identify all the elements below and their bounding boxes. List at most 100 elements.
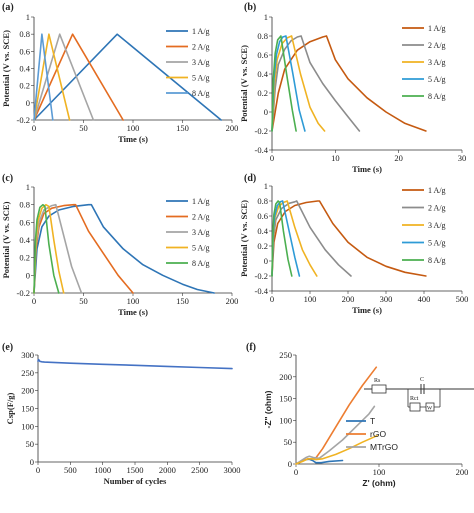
series-line-d-3 [271, 200, 301, 277]
legend-label: 2 A/g [192, 213, 210, 222]
axes-e [37, 355, 232, 463]
x-tick-label: 150 [176, 296, 189, 306]
y-tick-label: 150 [279, 394, 292, 404]
y-tick-label: 0.6 [19, 46, 30, 56]
y-tick-label: 0.2 [257, 241, 268, 251]
chart-panel-d: 0 100 200 300 400 500 -0.4 -0.2 0 0.2 0.4 0.6 0.8 1 Ti… [239, 181, 468, 315]
x-axis-label: Number of cycles [104, 476, 167, 486]
x-tick-label: 0 [270, 294, 274, 304]
legend-label: 2 A/g [192, 43, 210, 52]
panel-label-a: (a) [2, 2, 14, 13]
y-tick-label: 0 [30, 457, 34, 467]
x-tick-label: 100 [127, 296, 140, 306]
legend-label: 5 A/g [428, 239, 446, 248]
y-axis-label: Csp(F/g) [5, 393, 15, 425]
x-tick-label: 1500 [127, 465, 144, 475]
circuit-label-c: C [420, 377, 424, 383]
series-line-a-3 [33, 33, 71, 121]
x-tick-label: 3000 [224, 465, 241, 475]
x-tick-label: 200 [226, 123, 239, 133]
panel-label-b: (b) [244, 2, 256, 13]
y-tick-label: -0.4 [255, 286, 269, 296]
panel-label-e: (e) [2, 342, 13, 353]
x-tick-label: 300 [380, 294, 393, 304]
x-tick-label: 200 [342, 294, 355, 304]
chart-panel-f: 0 100 200 0 50 100 150 200 250 Z' (ohm) -Z" (ohm) T… [263, 350, 468, 488]
x-tick-label: 20 [394, 153, 403, 163]
series-line-a-0 [33, 33, 222, 121]
panel-label-c: (c) [2, 173, 13, 184]
circuit-warburg [425, 402, 435, 412]
x-tick-label: 100 [304, 294, 317, 304]
y-tick-label: 0.4 [257, 69, 268, 79]
y-tick-label: 0.2 [19, 253, 30, 263]
series-line-b-1 [271, 35, 361, 132]
y-tick-label: 100 [279, 415, 292, 425]
legend-label: 3 A/g [428, 58, 446, 67]
y-tick-label: 250 [279, 350, 292, 360]
y-tick-label: 200 [279, 372, 292, 382]
legend-label: 2 A/g [428, 41, 446, 50]
x-tick-label: 200 [456, 467, 469, 477]
y-axis-label: -Z" (ohm) [263, 390, 273, 428]
series-line-a-4 [33, 33, 54, 121]
x-tick-label: 0 [270, 153, 274, 163]
legend-label: 1 A/g [428, 24, 446, 33]
y-tick-label: 150 [21, 404, 34, 414]
y-tick-label: 0 [264, 256, 268, 266]
legend-label: 3 A/g [192, 58, 210, 67]
series-line-b-4 [271, 35, 297, 132]
circuit-label-rct: Rct [410, 396, 419, 402]
y-axis-label: Potential (V vs. SCE) [239, 45, 249, 122]
series-line-b-2 [271, 35, 326, 132]
y-tick-label: 200 [21, 386, 34, 396]
x-axis-label: Time (s) [352, 164, 382, 174]
series-line-d-1 [271, 200, 352, 277]
y-tick-label: 0.8 [257, 31, 268, 41]
circuit-resistor-rs [371, 384, 387, 394]
y-tick-label: 1 [26, 12, 30, 22]
panel-label-f: (f) [246, 342, 256, 353]
x-axis-label: Z' (ohm) [362, 478, 395, 488]
legend-label: 8 A/g [192, 259, 210, 268]
series-line-f-2 [295, 405, 376, 465]
x-tick-label: 2500 [191, 465, 208, 475]
y-tick-label: -0.2 [17, 115, 30, 125]
chart-panel-e: 0 500 1000 1500 2000 2500 3000 0 50 100 150 200 250 3… [5, 350, 241, 486]
legend-label: 8 A/g [192, 89, 210, 98]
y-tick-label: 0.8 [19, 200, 30, 210]
y-tick-label: 0.8 [19, 29, 30, 39]
legend-label: 1 A/g [192, 197, 210, 206]
y-axis-label: Potential (V vs. SCE) [239, 200, 249, 277]
series-line-c-4 [33, 203, 60, 294]
x-tick-label: 500 [456, 294, 469, 304]
y-axis-label: Potential (V vs. SCE) [1, 30, 11, 107]
x-axis-label: Time (s) [118, 307, 148, 317]
x-tick-label: 200 [226, 296, 239, 306]
x-axis-label: Time (s) [118, 134, 148, 144]
x-tick-label: 100 [127, 123, 140, 133]
x-tick-label: 500 [64, 465, 77, 475]
series-line-a-1 [33, 33, 124, 121]
series-line-b-0 [271, 35, 427, 132]
y-tick-label: 0.4 [257, 226, 268, 236]
y-tick-label: 1 [26, 182, 30, 192]
chart-panel-b: 0 10 20 30 -0.4 -0.2 0 0.2 0.4 0.6 0.8 1 Time (s) Pot… [239, 12, 466, 174]
x-tick-label: 100 [373, 467, 386, 477]
series-line-a-2 [33, 33, 95, 121]
y-tick-label: 0.4 [19, 64, 30, 74]
legend-label: 8 A/g [428, 92, 446, 101]
y-tick-label: 0.6 [257, 50, 268, 60]
x-tick-label: 50 [79, 296, 88, 306]
y-tick-label: -0.2 [255, 271, 268, 281]
circuit-resistor-rct [409, 402, 421, 412]
x-tick-label: 0 [32, 296, 36, 306]
legend-label: 5 A/g [428, 75, 446, 84]
y-tick-label: 0.2 [257, 88, 268, 98]
x-tick-label: 50 [79, 123, 88, 133]
y-tick-label: 0 [288, 459, 292, 469]
x-tick-label: 0 [36, 465, 40, 475]
